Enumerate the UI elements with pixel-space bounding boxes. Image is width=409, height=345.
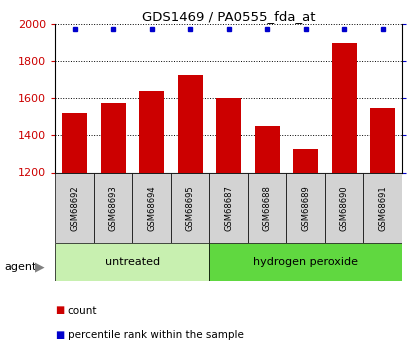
Title: GDS1469 / PA0555_fda_at: GDS1469 / PA0555_fda_at [142, 10, 315, 23]
Text: GSM68694: GSM68694 [147, 185, 156, 231]
Bar [55, 243, 209, 281]
Text: agent: agent [4, 263, 36, 272]
Bar [292, 149, 317, 172]
Bar [331, 43, 356, 172]
Text: hydrogen peroxide: hydrogen peroxide [252, 257, 357, 267]
Text: GSM68691: GSM68691 [377, 185, 386, 231]
Text: GSM68687: GSM68687 [224, 185, 232, 231]
Text: ■: ■ [55, 330, 65, 339]
Bar [171, 172, 209, 243]
Bar [139, 91, 164, 172]
Bar [254, 126, 279, 172]
Bar [62, 113, 87, 172]
Bar [247, 172, 285, 243]
Bar [369, 108, 394, 172]
Bar [362, 172, 401, 243]
Text: ■: ■ [55, 306, 65, 315]
Bar [285, 172, 324, 243]
Text: ▶: ▶ [35, 261, 44, 274]
Text: GSM68689: GSM68689 [300, 185, 309, 231]
Text: untreated: untreated [105, 257, 160, 267]
Text: GSM68690: GSM68690 [339, 185, 348, 231]
Text: GSM68692: GSM68692 [70, 185, 79, 231]
Bar [132, 172, 171, 243]
Bar [209, 243, 401, 281]
Text: GSM68693: GSM68693 [108, 185, 117, 231]
Bar [100, 103, 125, 172]
Bar [55, 172, 94, 243]
Bar [216, 98, 240, 172]
Bar [209, 172, 247, 243]
Text: GSM68695: GSM68695 [185, 185, 194, 231]
Text: count: count [67, 306, 97, 315]
Text: GSM68688: GSM68688 [262, 185, 271, 231]
Bar [324, 172, 362, 243]
Bar [94, 172, 132, 243]
Text: percentile rank within the sample: percentile rank within the sample [67, 330, 243, 339]
Bar [177, 75, 202, 172]
